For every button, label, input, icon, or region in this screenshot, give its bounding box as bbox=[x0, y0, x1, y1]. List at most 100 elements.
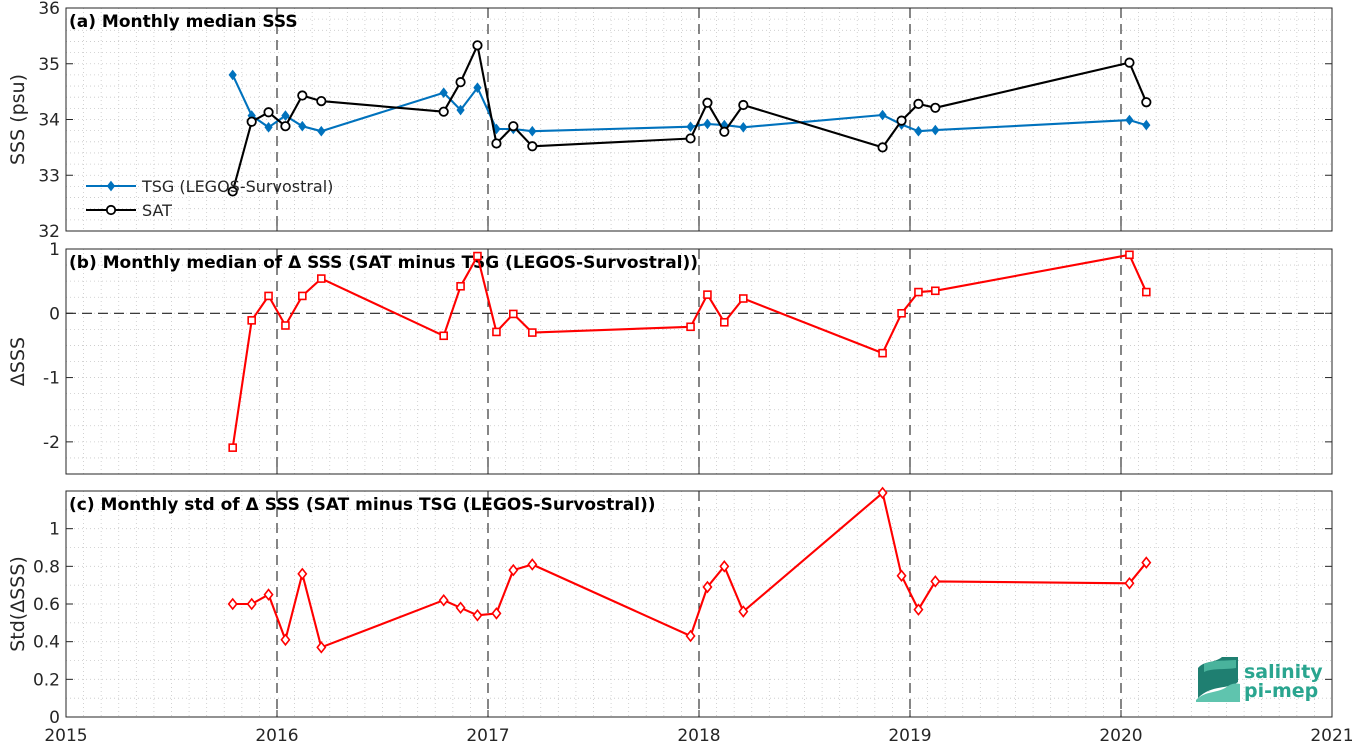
data-point bbox=[913, 98, 924, 109]
series-line bbox=[231, 44, 1148, 192]
data-point bbox=[456, 281, 465, 291]
series-delta-sss-2 bbox=[227, 486, 1152, 654]
data-point bbox=[913, 603, 924, 616]
panel-a: 32 33 34 35 36 SSS (psu) (a) Monthly median SS… bbox=[7, 0, 1333, 242]
data-point bbox=[527, 141, 538, 152]
data-point bbox=[877, 142, 888, 153]
series-line bbox=[231, 74, 1147, 133]
data-point bbox=[317, 274, 326, 283]
data-point bbox=[438, 593, 449, 607]
data-point bbox=[491, 607, 502, 620]
data-point bbox=[317, 125, 326, 137]
data-point bbox=[491, 138, 502, 149]
x-tick-label: 2017 bbox=[466, 726, 509, 745]
y-tick-label: 34 bbox=[38, 111, 60, 131]
data-point bbox=[473, 251, 482, 261]
data-point bbox=[263, 107, 274, 118]
series-line bbox=[231, 253, 1148, 448]
x-tick-label: 2019 bbox=[888, 726, 931, 745]
data-point bbox=[930, 102, 941, 113]
data-point bbox=[739, 121, 748, 133]
data-point bbox=[686, 121, 695, 133]
panel-b: -2 -1 0 1 ΔSSS (b) Monthly median of Δ SSS (S… bbox=[7, 240, 1333, 475]
data-point bbox=[897, 308, 906, 318]
data-point bbox=[297, 90, 308, 101]
data-point bbox=[246, 597, 257, 611]
data-point bbox=[719, 126, 730, 137]
data-point bbox=[719, 560, 730, 573]
data-point bbox=[703, 290, 712, 299]
data-point bbox=[931, 286, 940, 296]
data-point bbox=[473, 82, 482, 94]
data-point bbox=[685, 629, 696, 643]
data-point bbox=[297, 567, 308, 581]
data-point bbox=[1124, 57, 1135, 68]
logo-line1: salinity bbox=[1244, 661, 1323, 683]
data-point bbox=[246, 116, 257, 127]
data-point bbox=[472, 40, 483, 51]
data-point bbox=[703, 118, 712, 130]
x-tick-label: 2021 bbox=[1310, 726, 1353, 745]
y-axis-title: Std(ΔSSS) bbox=[7, 556, 29, 652]
data-point bbox=[439, 331, 448, 341]
data-point bbox=[702, 97, 713, 108]
y-tick-label: 1 bbox=[49, 520, 60, 540]
data-point bbox=[264, 121, 273, 133]
data-point bbox=[739, 294, 748, 303]
data-point bbox=[439, 87, 448, 99]
data-point bbox=[492, 327, 501, 337]
series-line bbox=[232, 491, 1148, 649]
y-tick-label: 35 bbox=[38, 55, 60, 75]
series-sat bbox=[227, 40, 1152, 197]
data-point bbox=[1141, 556, 1152, 569]
data-point bbox=[528, 328, 537, 337]
series-delta-sss-1 bbox=[228, 250, 1151, 452]
data-point bbox=[878, 348, 887, 358]
data-point bbox=[455, 77, 466, 88]
data-point bbox=[931, 124, 940, 136]
panel-title: (a) Monthly median SSS bbox=[69, 12, 298, 32]
y-axis-title: SSS (psu) bbox=[7, 74, 29, 165]
data-point bbox=[685, 133, 696, 144]
series-tsg-legos-survostral- bbox=[228, 69, 1151, 137]
data-point bbox=[508, 563, 519, 577]
data-point bbox=[456, 104, 465, 116]
data-point bbox=[738, 99, 749, 111]
data-point bbox=[227, 597, 238, 611]
y-tick-label: 32 bbox=[38, 222, 60, 242]
data-point bbox=[281, 110, 290, 121]
data-point bbox=[1125, 114, 1134, 126]
data-point bbox=[896, 569, 907, 583]
data-point bbox=[1125, 250, 1134, 260]
data-point bbox=[280, 121, 291, 132]
data-point bbox=[1124, 577, 1135, 590]
panel-c: 0 0.2 0.4 0.6 0.8 1 2015 2016 2017 2018 2019 2020 20… bbox=[7, 486, 1354, 745]
y-tick-label: 0 bbox=[49, 708, 60, 728]
x-tick-label: 2016 bbox=[255, 726, 298, 745]
data-point bbox=[264, 291, 273, 301]
data-point bbox=[263, 588, 274, 601]
data-point bbox=[914, 287, 923, 297]
data-point bbox=[702, 580, 713, 594]
data-point bbox=[878, 109, 887, 121]
data-point bbox=[686, 322, 695, 332]
data-point bbox=[298, 120, 307, 132]
legend-label: TSG (LEGOS-Survostral) bbox=[141, 177, 333, 196]
x-tick-label: 2020 bbox=[1099, 726, 1142, 745]
pi-mep-logo: salinity pi-mep bbox=[1196, 657, 1323, 702]
panel-title: (c) Monthly std of Δ SSS (SAT minus TSG … bbox=[69, 495, 656, 515]
y-tick-label: 0.8 bbox=[33, 557, 60, 577]
data-point bbox=[316, 96, 327, 107]
data-point bbox=[316, 641, 327, 654]
data-point bbox=[472, 609, 483, 622]
chart-panels: 32 33 34 35 36 SSS (psu) (a) Monthly median SS… bbox=[7, 0, 1354, 745]
y-tick-label: 0.2 bbox=[33, 670, 60, 690]
data-point bbox=[280, 633, 291, 647]
data-point bbox=[720, 317, 729, 327]
legend-label: SAT bbox=[142, 201, 172, 220]
legend-marker bbox=[105, 204, 117, 216]
y-tick-label: 0.4 bbox=[33, 633, 60, 653]
data-point bbox=[228, 69, 237, 81]
y-axis-title: ΔSSS bbox=[7, 337, 29, 386]
